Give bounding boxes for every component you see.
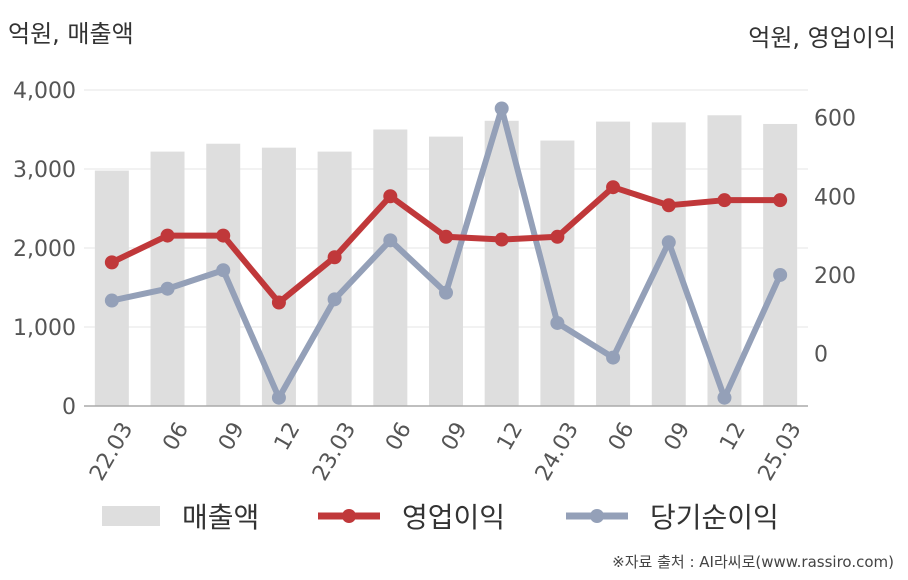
legend-label-revenue: 매출액 xyxy=(182,501,260,534)
point-operating-profit xyxy=(160,228,175,243)
point-net-income xyxy=(717,390,732,405)
legend: 매출액 영업이익 당기순이익 xyxy=(0,494,908,538)
y-right-tick-label: 0 xyxy=(814,343,828,368)
point-net-income xyxy=(104,293,119,308)
x-tick-label: 25.03 xyxy=(754,418,807,485)
x-tick-label: 22.03 xyxy=(85,418,138,485)
x-tick-label: 06 xyxy=(381,418,417,455)
combo-chart: 0 1,000 2,000 3,000 4,000 0 200 400 600 22.03 06 09… xyxy=(13,79,856,485)
y-left-tick-label: 2,000 xyxy=(13,237,76,262)
point-operating-profit xyxy=(550,229,565,244)
point-net-income xyxy=(550,315,565,330)
y-right-tick-label: 200 xyxy=(814,264,856,289)
point-net-income xyxy=(383,233,398,248)
bar-revenue xyxy=(261,147,296,407)
legend-swatch-net-income xyxy=(566,509,628,523)
legend-label-net-income: 당기순이익 xyxy=(650,501,779,534)
point-operating-profit xyxy=(327,250,342,265)
point-net-income xyxy=(327,292,342,307)
legend-swatch-revenue xyxy=(102,506,160,526)
point-net-income xyxy=(216,263,231,278)
data-source: ※자료 출처 : AI라씨로(www.rassiro.com) xyxy=(612,553,894,571)
point-net-income xyxy=(439,285,453,300)
x-tick-label: 06 xyxy=(158,418,194,455)
bar-revenue xyxy=(484,120,519,406)
x-tick-label: 09 xyxy=(214,418,250,455)
bar-revenue xyxy=(373,129,408,406)
point-net-income xyxy=(494,101,509,116)
point-net-income xyxy=(661,235,676,250)
point-net-income xyxy=(160,281,175,296)
y-left-tick-label: 1,000 xyxy=(13,316,76,341)
legend-item-net-income: 당기순이익 xyxy=(566,494,779,538)
bar-revenue xyxy=(763,123,798,406)
y-left-tick-label: 0 xyxy=(62,395,76,420)
x-tick-label: 09 xyxy=(437,418,473,455)
y-right-tick-label: 400 xyxy=(814,185,856,210)
x-tick-label: 09 xyxy=(660,418,696,455)
point-operating-profit xyxy=(271,295,286,310)
point-net-income xyxy=(773,267,788,282)
point-net-income xyxy=(606,350,621,365)
y-left-tick-label: 3,000 xyxy=(13,158,76,183)
x-tick-label: 12 xyxy=(715,418,751,455)
bar-revenue xyxy=(94,170,129,406)
bar-revenue xyxy=(317,151,352,406)
point-operating-profit xyxy=(494,232,509,247)
point-operating-profit xyxy=(383,189,398,204)
legend-swatch-operating-profit xyxy=(318,509,380,523)
point-operating-profit xyxy=(606,180,621,195)
x-tick-label: 23.03 xyxy=(308,418,361,485)
bar-revenue xyxy=(150,151,185,406)
x-tick-label: 06 xyxy=(604,418,640,455)
point-operating-profit xyxy=(216,228,231,243)
x-tick-label: 12 xyxy=(270,418,306,455)
left-axis-unit: 억원, 매출액 xyxy=(8,20,134,48)
legend-item-revenue: 매출액 xyxy=(102,494,259,538)
legend-item-operating-profit: 영업이익 xyxy=(318,494,505,538)
right-axis-unit: 억원, 영업이익 xyxy=(748,24,896,52)
point-operating-profit xyxy=(773,193,788,208)
point-operating-profit xyxy=(439,229,453,244)
legend-label-operating-profit: 영업이익 xyxy=(402,501,506,534)
y-left-tick-label: 4,000 xyxy=(13,79,76,104)
bar-revenue xyxy=(429,136,463,407)
point-operating-profit xyxy=(104,255,119,270)
y-right-tick-label: 600 xyxy=(814,107,856,132)
point-operating-profit xyxy=(717,193,732,208)
x-tick-label: 12 xyxy=(493,418,529,455)
point-net-income xyxy=(271,390,286,405)
x-tick-label: 24.03 xyxy=(531,418,584,485)
point-operating-profit xyxy=(661,198,676,213)
